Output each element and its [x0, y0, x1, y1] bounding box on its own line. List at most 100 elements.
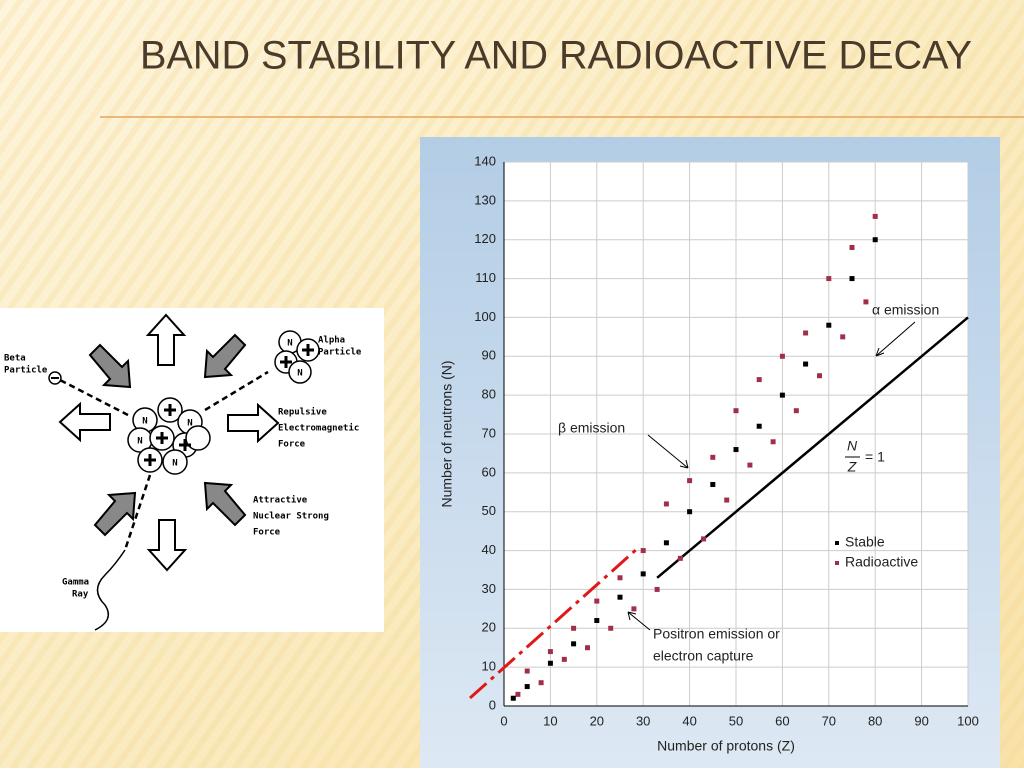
neutron-label: N	[142, 417, 147, 427]
x-tick-label: 80	[868, 713, 882, 728]
positron-annotation: Positron emission or	[653, 626, 780, 642]
point	[710, 482, 716, 488]
point	[585, 645, 591, 651]
attractive-label: Force	[253, 528, 281, 538]
point	[608, 625, 614, 631]
x-tick-label: 20	[590, 713, 604, 728]
point	[687, 478, 693, 484]
y-tick-label: 90	[482, 348, 496, 363]
beta-annotation: β emission	[558, 420, 625, 436]
x-tick-label: 50	[729, 713, 743, 728]
y-tick-label: 70	[482, 425, 496, 440]
x-tick-label: 60	[775, 713, 789, 728]
point	[756, 423, 762, 429]
y-axis-title: Number of neutrons (N)	[439, 360, 455, 507]
beta-arrow	[647, 434, 689, 469]
ratio-numerator: N	[847, 438, 858, 454]
x-tick-label: 10	[543, 713, 557, 728]
y-tick-label: 20	[482, 620, 496, 635]
y-tick-label: 120	[474, 231, 496, 246]
alpha-annotation: α emission	[872, 302, 939, 318]
point	[631, 606, 637, 612]
point	[515, 691, 521, 697]
x-tick-label: 30	[636, 713, 650, 728]
point	[617, 575, 623, 581]
point	[756, 377, 762, 383]
point	[779, 392, 785, 398]
point	[538, 680, 544, 686]
point	[779, 353, 785, 359]
ratio-denominator: Z	[847, 459, 857, 475]
point	[849, 244, 855, 250]
point	[733, 447, 739, 453]
legend-marker	[835, 541, 839, 545]
point	[594, 618, 600, 624]
beta-label: Beta	[4, 354, 26, 364]
y-tick-label: 140	[474, 153, 496, 168]
point	[747, 462, 753, 468]
strong-force-arrows	[88, 333, 247, 537]
y-tick-label: 100	[474, 309, 496, 324]
neutron-label: N	[187, 419, 192, 429]
alpha-label: Alpha	[318, 336, 345, 346]
point	[793, 408, 799, 414]
y-tick-label: 30	[482, 581, 496, 596]
legend-marker	[835, 561, 839, 565]
alpha-label: Particle	[318, 347, 362, 358]
point	[849, 276, 855, 282]
x-tick-label: 90	[914, 713, 928, 728]
y-tick-label: 60	[482, 464, 496, 479]
legend-label: Stable	[845, 534, 885, 550]
neutron-label: N	[172, 459, 177, 469]
point	[770, 439, 776, 445]
legend-label: Radioactive	[845, 554, 918, 570]
point	[571, 641, 577, 647]
repulsive-label: Repulsive	[278, 407, 327, 418]
emission-paths	[59, 370, 269, 551]
point	[594, 598, 600, 604]
slide-title: BAND STABILITY AND RADIOACTIVE DECAY	[140, 34, 972, 78]
point	[872, 237, 878, 243]
chart: 0 10 20 30 40 50 60 70 80 90 100 110 120 130 140 0 10 20 3…	[474, 153, 979, 728]
point	[701, 536, 707, 542]
point	[547, 660, 553, 666]
x-tick-label: 100	[957, 713, 979, 728]
y-tick-label: 130	[474, 192, 496, 207]
diagram-background	[0, 308, 384, 632]
point	[640, 571, 646, 577]
y-tick-label: 10	[482, 659, 496, 674]
point	[826, 276, 832, 282]
point	[663, 501, 669, 507]
neutron-label: N	[137, 437, 142, 447]
point	[803, 330, 809, 336]
proton-signs	[144, 344, 314, 466]
alpha-arrow	[875, 321, 916, 357]
point	[663, 540, 669, 546]
point	[561, 656, 567, 662]
gamma-label: Gamma	[62, 578, 89, 588]
y-tick-label: 80	[482, 387, 496, 402]
reference-line	[656, 316, 969, 579]
attractive-label: Attractive	[253, 495, 308, 506]
repulsive-label: Electromagnetic	[278, 423, 359, 434]
point	[733, 408, 739, 414]
x-tick-label: 0	[500, 713, 507, 728]
y-tick-label: 50	[482, 503, 496, 518]
point	[817, 373, 823, 379]
point	[872, 213, 878, 219]
point	[687, 509, 693, 515]
point	[677, 555, 683, 561]
point	[547, 649, 553, 655]
point	[510, 695, 516, 701]
x-axis-title: Number of protons (Z)	[657, 738, 795, 754]
y-tick-label: 0	[489, 697, 496, 712]
point	[710, 454, 716, 460]
nucleus	[127, 330, 320, 475]
point	[571, 625, 577, 631]
point	[617, 594, 623, 600]
gamma-label: Ray	[72, 590, 89, 600]
point	[654, 586, 660, 592]
beta-label: Particle	[4, 365, 48, 376]
neutron-label: N	[287, 339, 292, 349]
